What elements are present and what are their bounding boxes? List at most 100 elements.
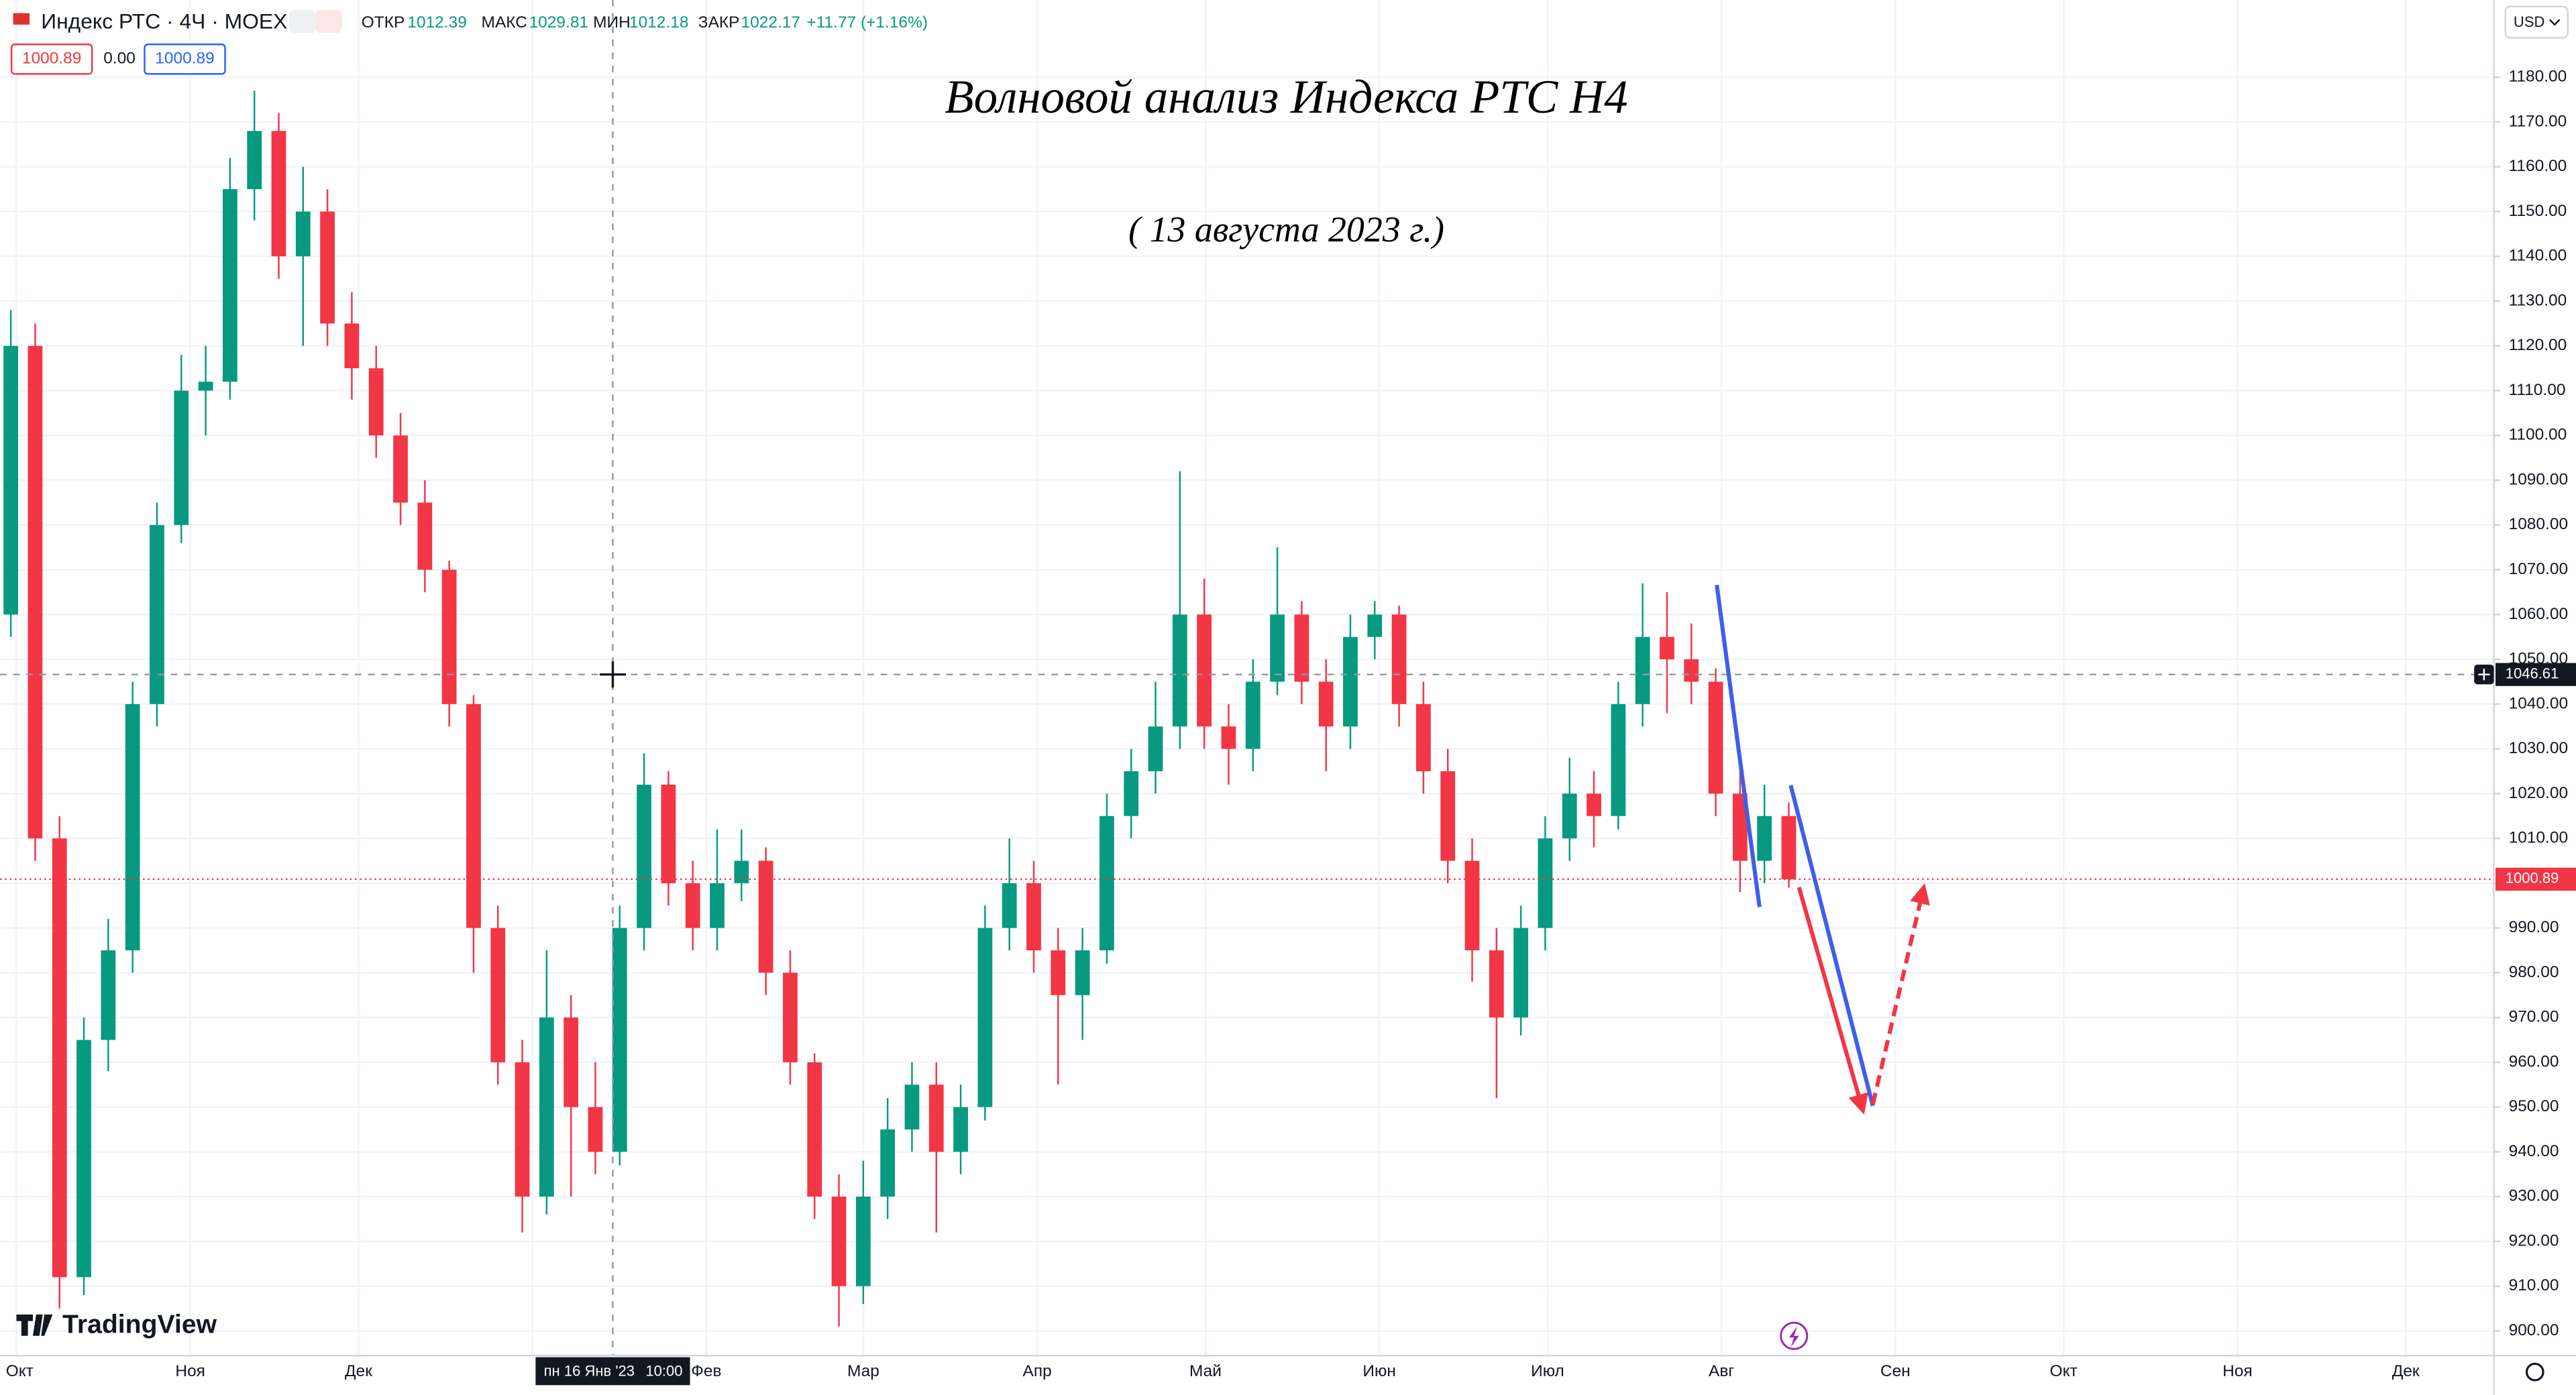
axes: 900.00 910.00 920.00 930.00 940.00 950.00 960.…: [6, 68, 2576, 1386]
last-price-label: 1000.89: [2506, 870, 2559, 887]
crosshair-price-box: [2496, 663, 2576, 686]
candle-body: [1684, 659, 1699, 682]
dropdown-icon: [2548, 19, 2561, 26]
y-tick-label: 1070.00: [2509, 560, 2568, 578]
candle-body: [1538, 838, 1553, 928]
crosshair-time-label: 10:00: [645, 1363, 682, 1380]
y-tick-label: 1030.00: [2509, 739, 2568, 757]
candle-body: [466, 704, 481, 928]
y-tick-label: 990.00: [2509, 918, 2559, 936]
spread: 0.00: [103, 50, 136, 68]
candle-body: [1148, 726, 1163, 771]
candle-body: [3, 345, 19, 615]
x-tick-label: Дек: [2392, 1362, 2420, 1380]
settings-icon[interactable]: [2525, 1362, 2544, 1382]
candle-body: [1002, 883, 1017, 928]
x-tick-label: Май: [1189, 1362, 1222, 1380]
candles: [3, 91, 1796, 1327]
candle-body: [1026, 883, 1041, 951]
y-tick-label: 1130.00: [2509, 291, 2567, 309]
icon-button[interactable]: [289, 9, 316, 33]
y-tick-label: 1110.00: [2509, 381, 2566, 399]
candle-body: [928, 1084, 944, 1152]
candle-body: [734, 860, 749, 883]
candle-body: [661, 784, 676, 883]
candle-body: [1270, 614, 1285, 682]
y-tick-label: 1100.00: [2509, 426, 2567, 444]
wave-arrow: [1796, 887, 1869, 1115]
crosshair-price-label: 1046.61: [2506, 665, 2559, 682]
y-tick-label: 1170.00: [2509, 112, 2567, 130]
candle-body: [1343, 636, 1358, 727]
candle-body: [320, 211, 335, 324]
chart-subtitle: ( 13 августа 2023 г.): [1128, 209, 1444, 249]
ohlc-label: ОТКР: [362, 13, 405, 32]
candle-body: [1197, 614, 1212, 727]
candle-body: [222, 189, 237, 382]
wave-line: [1715, 584, 1762, 907]
header: Индекс РТС · 4Ч · MOEX ОТКР 1012.39 МАКС…: [10, 5, 2569, 75]
candle-body: [1757, 816, 1772, 861]
ohlc-value: 1022.17: [741, 13, 800, 32]
candle-body: [1587, 793, 1601, 816]
candle-body: [1075, 950, 1090, 995]
wave-line: [1788, 785, 1875, 1107]
candle-body: [977, 928, 993, 1107]
candle-body: [441, 569, 457, 704]
candle-body: [198, 382, 213, 391]
x-tick-label: Авг: [1709, 1362, 1734, 1380]
y-tick-label: 1040.00: [2509, 694, 2568, 712]
y-tick-label: 910.00: [2509, 1276, 2559, 1294]
y-tick-label: 960.00: [2509, 1052, 2559, 1070]
symbol: Индекс РТС · 4Ч · MOEX: [41, 9, 287, 34]
ohlc-label: МАКС: [482, 13, 527, 32]
x-tick-label: Фев: [691, 1362, 721, 1380]
candle-body: [490, 928, 506, 1062]
x-tick-label: Окт: [2050, 1362, 2078, 1380]
candle-body: [368, 368, 384, 436]
event-icon-glyph: [1788, 1326, 1799, 1347]
candle-body: [1124, 771, 1139, 816]
candle-body: [612, 928, 627, 1152]
ohlc-value: 1029.81: [529, 13, 588, 32]
y-tick-label: 970.00: [2509, 1008, 2559, 1026]
currency-button[interactable]: [2504, 5, 2569, 39]
candle-body: [150, 524, 164, 704]
grid: [0, 0, 2494, 1356]
candle-body: [76, 1040, 91, 1278]
x-tick-label: Мар: [847, 1362, 879, 1380]
x-tick-label: Сен: [1880, 1362, 1911, 1380]
candle-body: [1708, 681, 1723, 794]
last-price-box: [2496, 867, 2576, 891]
x-tick-label: Ноя: [2222, 1362, 2253, 1380]
y-tick-label: 1090.00: [2509, 470, 2568, 488]
wave-arrow: [1870, 883, 1931, 1105]
icon-button[interactable]: [315, 9, 342, 33]
price-box[interactable]: [144, 43, 226, 75]
brand-name: TradingView: [62, 1310, 217, 1339]
y-tick-label: 1020.00: [2509, 784, 2568, 802]
candle-body: [515, 1062, 530, 1197]
candle-body: [1513, 928, 1529, 1018]
candle-body: [28, 345, 43, 839]
branding: TradingView: [16, 1310, 2544, 1382]
x-tick-label: Апр: [1023, 1362, 1052, 1380]
candle-body: [271, 131, 286, 257]
ohlc-label: ЗАКР: [698, 13, 740, 32]
candle-body: [1245, 681, 1260, 749]
x-tick-label: Июл: [1531, 1362, 1564, 1380]
currency: USD: [2514, 13, 2545, 30]
candle-body: [564, 1017, 579, 1107]
y-tick-label: 1160.00: [2509, 157, 2567, 175]
candle-body: [1294, 614, 1309, 682]
candle-body: [1172, 614, 1187, 727]
y-tick-label: 940.00: [2509, 1142, 2559, 1160]
candle-body: [758, 860, 773, 973]
candle-body: [831, 1196, 847, 1286]
price-box[interactable]: [10, 43, 93, 75]
logo: [16, 1314, 53, 1336]
y-tick-label: 900.00: [2509, 1321, 2559, 1339]
candle-body: [295, 211, 311, 257]
candle-body: [1562, 793, 1577, 839]
